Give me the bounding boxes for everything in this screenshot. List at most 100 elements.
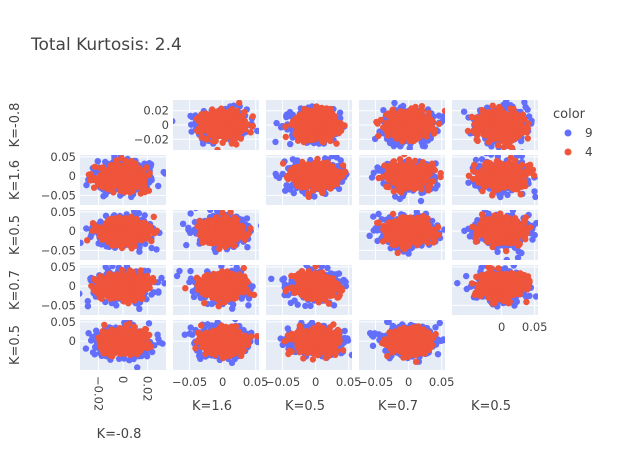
point-series-9 bbox=[524, 106, 531, 113]
point-series-4 bbox=[375, 132, 382, 140]
point-series-4 bbox=[296, 124, 304, 131]
point-series-4 bbox=[474, 137, 481, 145]
point-series-4 bbox=[464, 127, 472, 135]
point-series-9 bbox=[406, 145, 413, 150]
point-series-9 bbox=[286, 108, 294, 116]
point-series-4 bbox=[121, 188, 128, 196]
point-series-4 bbox=[132, 160, 139, 167]
series-4-points bbox=[193, 100, 256, 150]
point-series-9 bbox=[352, 118, 358, 124]
point-series-9 bbox=[188, 128, 195, 135]
point-series-4 bbox=[203, 124, 211, 132]
point-series-4 bbox=[93, 175, 101, 182]
point-series-9 bbox=[283, 113, 290, 121]
point-series-4 bbox=[523, 129, 531, 136]
y-tick-label: 0.05 bbox=[50, 150, 76, 164]
point-series-4 bbox=[237, 135, 244, 142]
point-series-4 bbox=[279, 160, 287, 167]
point-series-4 bbox=[110, 189, 117, 196]
points-group bbox=[371, 100, 445, 150]
point-series-4 bbox=[324, 114, 331, 121]
point-series-4 bbox=[113, 157, 120, 164]
points-group bbox=[272, 103, 358, 148]
point-series-4 bbox=[333, 140, 340, 147]
point-series-9 bbox=[83, 181, 90, 189]
point-series-4 bbox=[118, 168, 126, 175]
point-series-4 bbox=[240, 111, 247, 119]
point-series-4 bbox=[299, 132, 306, 140]
point-series-9 bbox=[155, 182, 162, 190]
point-series-4 bbox=[194, 128, 202, 135]
point-series-4 bbox=[328, 119, 335, 126]
point-series-4 bbox=[115, 161, 122, 169]
points-group bbox=[83, 155, 166, 201]
point-series-9 bbox=[272, 138, 279, 146]
point-series-4 bbox=[204, 116, 211, 124]
point-series-4 bbox=[214, 146, 221, 150]
matrix-cell-r0-c2[interactable] bbox=[266, 100, 359, 150]
point-series-4 bbox=[495, 109, 502, 117]
point-series-9 bbox=[336, 109, 344, 116]
point-series-9 bbox=[160, 168, 166, 176]
y-tick-label: −0.05 bbox=[41, 188, 76, 202]
point-series-4 bbox=[497, 126, 504, 134]
point-series-4 bbox=[109, 163, 116, 170]
point-series-4 bbox=[209, 114, 216, 121]
series-4-points bbox=[279, 155, 349, 200]
point-series-4 bbox=[494, 133, 501, 140]
matrix-cell-r0-c4[interactable] bbox=[452, 98, 538, 156]
point-series-4 bbox=[282, 133, 289, 141]
point-series-4 bbox=[519, 111, 527, 118]
point-series-4 bbox=[384, 123, 391, 130]
point-series-4 bbox=[435, 120, 443, 128]
point-series-4 bbox=[99, 164, 106, 171]
point-series-4 bbox=[247, 129, 254, 136]
point-series-9 bbox=[290, 189, 297, 197]
point-series-4 bbox=[193, 115, 201, 122]
point-series-4 bbox=[125, 173, 133, 181]
point-series-9 bbox=[323, 155, 327, 156]
point-series-9 bbox=[435, 112, 443, 119]
point-series-9 bbox=[200, 155, 206, 161]
point-series-4 bbox=[87, 171, 94, 178]
point-series-9 bbox=[460, 108, 468, 115]
point-series-9 bbox=[517, 137, 525, 145]
point-series-9 bbox=[272, 170, 279, 178]
point-series-9 bbox=[520, 149, 525, 150]
point-series-4 bbox=[524, 135, 531, 142]
point-series-4 bbox=[338, 121, 345, 129]
point-series-4 bbox=[505, 133, 512, 140]
point-series-4 bbox=[232, 128, 239, 135]
point-series-4 bbox=[489, 102, 496, 109]
matrix-cell-r1-c2[interactable] bbox=[266, 149, 352, 205]
series-4-points bbox=[373, 103, 445, 145]
point-series-4 bbox=[126, 180, 133, 187]
point-series-4 bbox=[483, 120, 491, 127]
point-series-9 bbox=[102, 191, 109, 198]
point-series-4 bbox=[241, 120, 249, 127]
point-series-9 bbox=[94, 158, 102, 165]
matrix-cell-r0-c3[interactable] bbox=[359, 100, 448, 152]
point-series-9 bbox=[287, 140, 294, 148]
point-series-4 bbox=[116, 177, 123, 184]
point-series-4 bbox=[122, 157, 129, 165]
point-series-4 bbox=[490, 126, 498, 133]
point-series-9 bbox=[173, 118, 176, 125]
point-series-4 bbox=[501, 114, 509, 122]
point-series-4 bbox=[423, 133, 430, 140]
point-series-4 bbox=[518, 129, 526, 136]
point-series-4 bbox=[495, 121, 503, 128]
point-series-4 bbox=[300, 112, 307, 119]
point-series-4 bbox=[504, 123, 511, 130]
point-series-4 bbox=[232, 134, 239, 142]
point-series-4 bbox=[139, 168, 147, 175]
series-4-points bbox=[282, 103, 348, 147]
point-series-4 bbox=[282, 123, 289, 130]
point-series-4 bbox=[111, 170, 118, 178]
point-series-4 bbox=[396, 120, 403, 128]
point-series-4 bbox=[219, 125, 227, 133]
points-group bbox=[272, 155, 350, 200]
chart-title: Total Kurtosis: 2.4 bbox=[30, 35, 182, 55]
